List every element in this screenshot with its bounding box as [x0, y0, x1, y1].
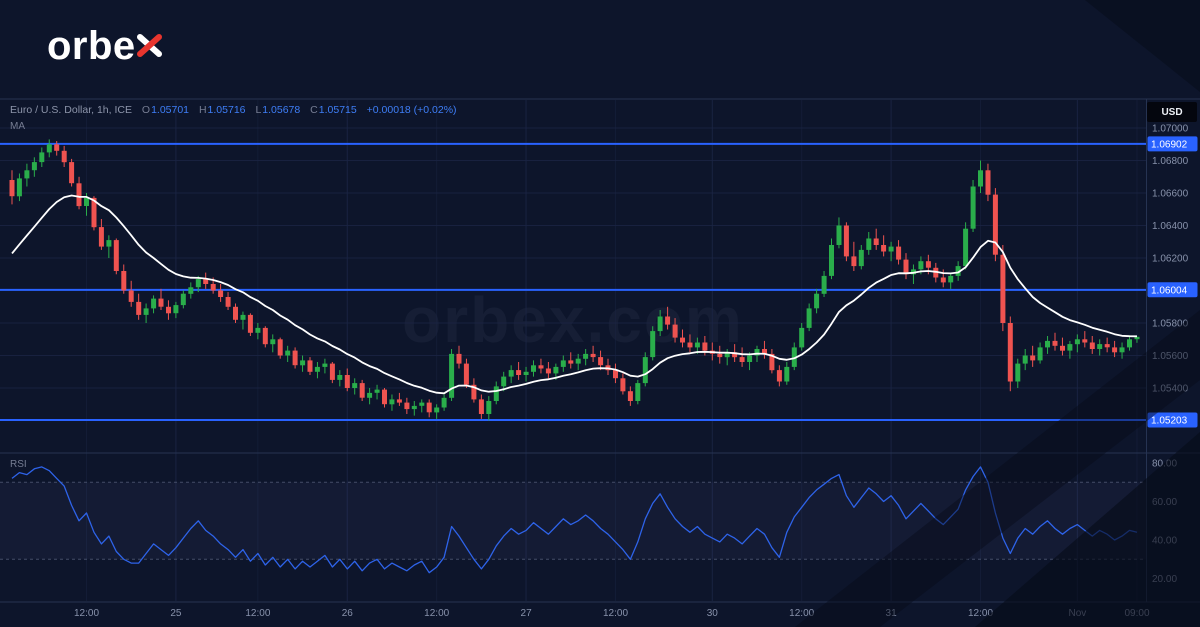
rsi-line [11, 466, 1138, 574]
svg-text:25: 25 [170, 608, 182, 619]
svg-text:60.00: 60.00 [1152, 497, 1177, 508]
svg-text:1.05400: 1.05400 [1152, 384, 1189, 395]
svg-text:12:00: 12:00 [424, 608, 449, 619]
svg-text:12:00: 12:00 [968, 608, 993, 619]
svg-text:12:00: 12:00 [789, 608, 814, 619]
level-price-tag[interactable] [1147, 136, 1198, 152]
ohlc-high-value: 1.05716 [207, 104, 246, 116]
level-price-tag[interactable] [1147, 412, 1198, 428]
svg-text:12:00: 12:00 [603, 608, 628, 619]
svg-text:Nov: Nov [1069, 608, 1087, 619]
ohlc-close-label: C [310, 104, 318, 116]
svg-text:09:00: 09:00 [1124, 608, 1149, 619]
svg-text:31: 31 [886, 608, 898, 619]
symbol-title[interactable]: Euro / U.S. Dollar, 1h, ICE [10, 104, 132, 116]
svg-text:1.06800: 1.06800 [1152, 156, 1189, 167]
svg-text:12:00: 12:00 [245, 608, 270, 619]
ohlc-low-label: L [255, 104, 262, 116]
svg-text:80.00: 80.00 [1152, 459, 1177, 470]
svg-text:1.06600: 1.06600 [1152, 189, 1189, 200]
ohlc-close-value: 1.05715 [318, 104, 357, 116]
svg-text:1.06400: 1.06400 [1152, 221, 1189, 232]
orbex-logo[interactable]: orbe [47, 24, 162, 66]
rsi-band [0, 482, 1146, 560]
ohlc-open-label: O [141, 104, 151, 116]
svg-text:1.06200: 1.06200 [1152, 254, 1189, 265]
svg-text:1.06004: 1.06004 [1151, 285, 1188, 296]
logo-x-red-stroke [136, 34, 162, 57]
time-axis[interactable]: 12:00 25 12:00 26 12:00 27 12:00 30 12:00 31 12:00… [74, 608, 1150, 619]
rsi-indicator-label[interactable]: RSI [10, 459, 27, 470]
change-value: +0.00018 (+0.02%) [366, 104, 457, 116]
ohlc-low-value: 1.05678 [262, 104, 301, 116]
ma-indicator-label[interactable]: MA [10, 121, 25, 132]
svg-text:1.07000: 1.07000 [1152, 124, 1189, 135]
support-resistance-lines[interactable] [0, 142, 1146, 422]
level-price-tag[interactable] [1147, 282, 1198, 298]
svg-text:40.00: 40.00 [1152, 536, 1177, 547]
candles [9, 139, 1140, 421]
chart-legend: Euro / U.S. Dollar, 1h, ICE O1.05701 H1.… [10, 104, 457, 116]
svg-text:12:00: 12:00 [74, 608, 99, 619]
svg-text:27: 27 [521, 608, 533, 619]
logo-x-mark [136, 24, 162, 64]
svg-text:30: 30 [707, 608, 719, 619]
currency-toggle-button[interactable]: USD [1147, 102, 1197, 122]
svg-text:26: 26 [342, 608, 354, 619]
svg-text:1.06902: 1.06902 [1151, 139, 1188, 150]
ohlc-open-value: 1.05701 [151, 104, 190, 116]
svg-text:1.05600: 1.05600 [1152, 351, 1189, 362]
ohlc-high-label: H [198, 104, 207, 116]
price-axis[interactable]: 1.07000 1.06800 1.06600 1.06400 1.06200 1.060… [1147, 124, 1198, 428]
rsi-axis[interactable]: 80.00 60.00 40.00 20.00 [1152, 459, 1177, 586]
logo-text: orbe [47, 24, 136, 68]
svg-text:1.05203: 1.05203 [1151, 416, 1188, 427]
svg-text:1.05800: 1.05800 [1152, 319, 1189, 330]
ma-line [11, 194, 1138, 395]
svg-text:20.00: 20.00 [1152, 574, 1177, 585]
